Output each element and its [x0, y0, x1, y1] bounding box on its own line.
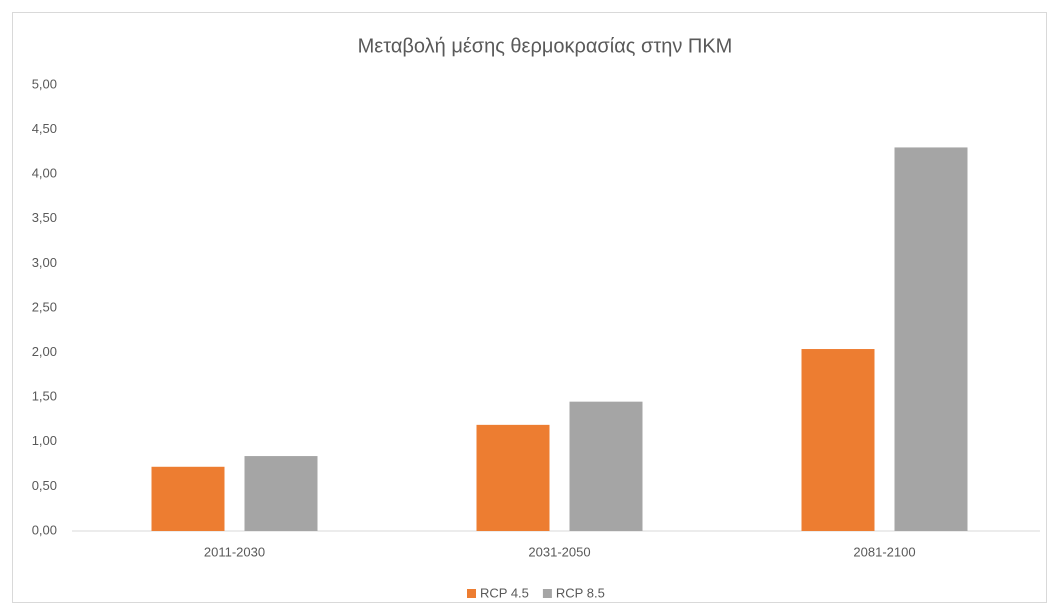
y-tick-label: 4,00 — [32, 166, 57, 181]
y-tick-label: 1,00 — [32, 433, 57, 448]
y-tick-label: 3,00 — [32, 255, 57, 270]
x-tick-label: 2011-2030 — [204, 544, 265, 559]
legend-swatch — [542, 589, 552, 598]
legend-swatch — [467, 589, 476, 598]
y-tick-label: 2,00 — [32, 344, 57, 359]
x-tick-label: 2031-2050 — [528, 544, 590, 559]
x-tick-label: 2081-2100 — [853, 544, 915, 559]
bar — [244, 456, 318, 531]
bar — [151, 466, 225, 531]
chart-title: Μεταβολή μέσης θερμοκρασίας στην ΠΚΜ — [358, 35, 733, 57]
legend-label: RCP 4.5 — [480, 585, 529, 600]
y-tick-label: 0,50 — [32, 478, 57, 493]
y-tick-label: 0,00 — [32, 522, 57, 537]
bar — [894, 147, 968, 531]
y-tick-label: 2,50 — [32, 299, 57, 314]
y-tick-label: 3,50 — [32, 210, 57, 225]
bar — [801, 349, 875, 531]
y-tick-label: 5,00 — [32, 76, 57, 91]
y-tick-label: 4,50 — [32, 121, 57, 136]
bar — [476, 424, 550, 531]
bar — [569, 401, 643, 531]
legend-label: RCP 8.5 — [556, 585, 605, 600]
y-tick-label: 1,50 — [32, 389, 57, 404]
